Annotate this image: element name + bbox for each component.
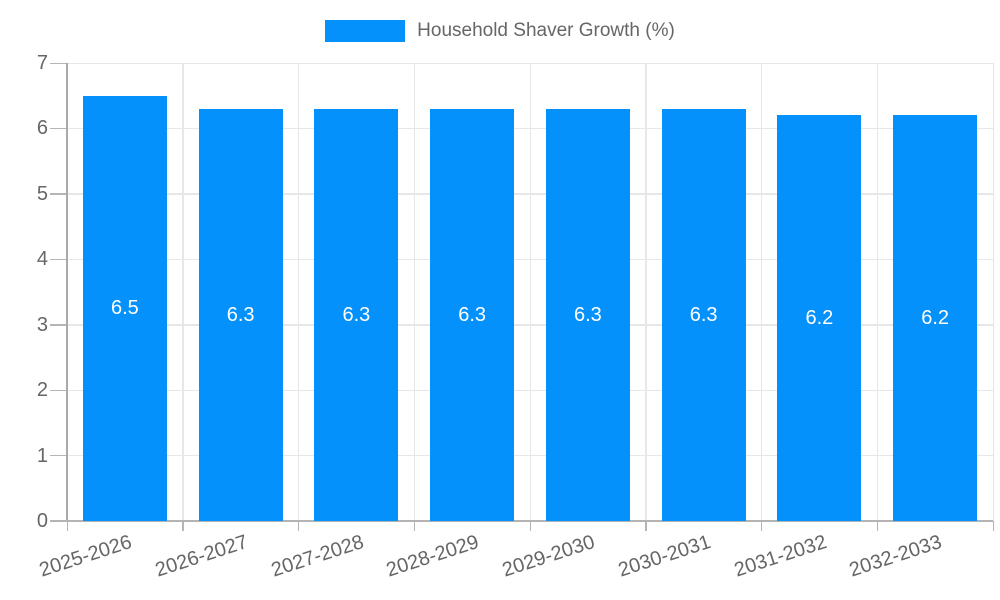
- x-axis-tick-label: 2031-2032: [731, 531, 830, 582]
- y-tick: [50, 324, 67, 326]
- v-gridline: [645, 63, 647, 521]
- bar[interactable]: [430, 108, 515, 521]
- legend-item[interactable]: Household Shaver Growth (%): [0, 17, 1000, 45]
- bar[interactable]: [314, 108, 399, 521]
- legend-label: Household Shaver Growth (%): [417, 20, 675, 41]
- y-axis-tick-label: 1: [36, 444, 48, 467]
- bar-value-label: 6.3: [226, 303, 255, 326]
- v-gridline: [876, 63, 879, 521]
- bar-value-label: 6.2: [921, 307, 950, 330]
- bar[interactable]: [777, 115, 862, 521]
- bar-value-label: 6.3: [458, 303, 487, 326]
- x-axis-tick-label: 2032-2033: [847, 531, 945, 582]
- x-axis-line: [50, 520, 993, 522]
- x-tick: [529, 521, 531, 531]
- y-axis-tick-label: 5: [36, 182, 48, 205]
- x-tick: [413, 521, 416, 531]
- v-gridline: [992, 63, 994, 521]
- x-tick: [298, 521, 300, 531]
- x-tick: [761, 521, 763, 531]
- y-axis-tick-label: 2: [36, 379, 48, 402]
- y-axis-tick-label: 7: [36, 52, 48, 74]
- bar-value-label: 6.2: [805, 307, 834, 330]
- legend-marker: [325, 20, 406, 42]
- x-tick: [645, 521, 647, 531]
- v-gridline: [182, 63, 184, 521]
- x-axis-tick-label: 2029-2030: [499, 531, 598, 582]
- y-axis-tick-label: 0: [36, 510, 48, 532]
- bar-value-label: 6.3: [689, 303, 718, 326]
- bar-value-label: 6.5: [110, 297, 139, 320]
- x-tick: [876, 521, 879, 531]
- y-tick: [50, 389, 67, 392]
- bar-value-label: 6.3: [573, 303, 602, 326]
- v-gridline: [529, 63, 531, 521]
- y-axis-line: [66, 63, 68, 521]
- bar[interactable]: [893, 115, 978, 521]
- x-axis-tick-label: 2025-2026: [36, 531, 135, 582]
- x-axis-tick-label: 2026-2027: [152, 531, 251, 582]
- v-gridline: [761, 63, 763, 521]
- y-tick: [50, 62, 67, 64]
- bar[interactable]: [661, 108, 746, 521]
- x-axis-tick-label: 2030-2031: [615, 531, 714, 582]
- x-axis-tick-label: 2028-2029: [384, 531, 482, 582]
- x-tick: [66, 521, 68, 531]
- bar[interactable]: [545, 108, 630, 521]
- v-gridline: [298, 63, 300, 521]
- bar[interactable]: [82, 95, 167, 521]
- bar-value-label: 6.3: [342, 303, 371, 326]
- x-tick: [182, 521, 184, 531]
- y-axis-tick-label: 6: [36, 117, 48, 140]
- y-axis-tick-label: 3: [36, 313, 48, 336]
- v-gridline: [413, 63, 416, 521]
- y-tick: [50, 455, 67, 457]
- y-tick: [50, 127, 67, 130]
- y-tick: [50, 258, 67, 261]
- x-tick: [992, 521, 994, 531]
- bar[interactable]: [198, 108, 283, 521]
- y-axis-tick-label: 4: [36, 248, 48, 271]
- y-tick: [50, 193, 67, 195]
- x-axis-tick-label: 2027-2028: [268, 531, 367, 582]
